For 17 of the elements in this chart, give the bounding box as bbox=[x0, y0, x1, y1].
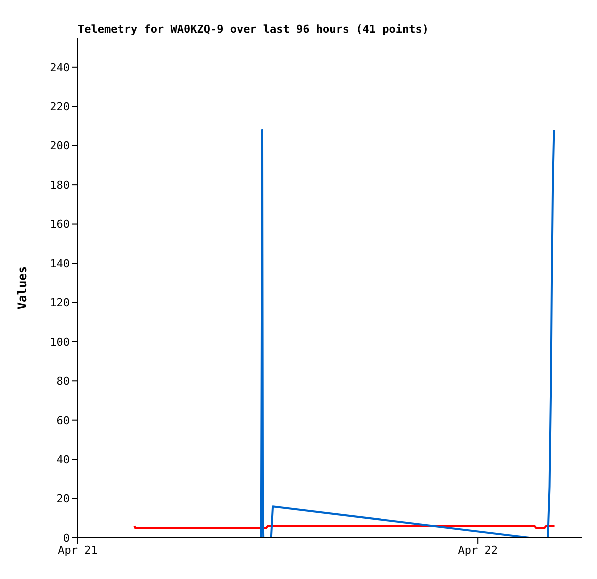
y-tick-label: 200 bbox=[50, 140, 70, 153]
chart-title: Telemetry for WA0KZQ-9 over last 96 hours (41 points) bbox=[78, 23, 429, 36]
y-tick-label: 80 bbox=[56, 375, 70, 388]
y-tick-label: 220 bbox=[50, 100, 70, 114]
y-tick-label: 160 bbox=[50, 218, 70, 232]
y-tick-label: 120 bbox=[50, 296, 70, 310]
x-tick-label: Apr 22 bbox=[458, 544, 498, 557]
y-tick-label: 40 bbox=[56, 453, 70, 466]
y-tick-label: 60 bbox=[56, 414, 70, 428]
x-tick-label: Apr 21 bbox=[58, 544, 98, 557]
y-tick-label: 20 bbox=[56, 492, 70, 506]
y-tick-label: 0 bbox=[63, 532, 70, 545]
y-axis-title: Values bbox=[15, 266, 30, 310]
y-tick-label: 240 bbox=[50, 61, 70, 74]
y-tick-label: 180 bbox=[50, 178, 70, 192]
y-tick-label: 100 bbox=[50, 336, 70, 349]
y-tick-label: 140 bbox=[50, 257, 70, 270]
